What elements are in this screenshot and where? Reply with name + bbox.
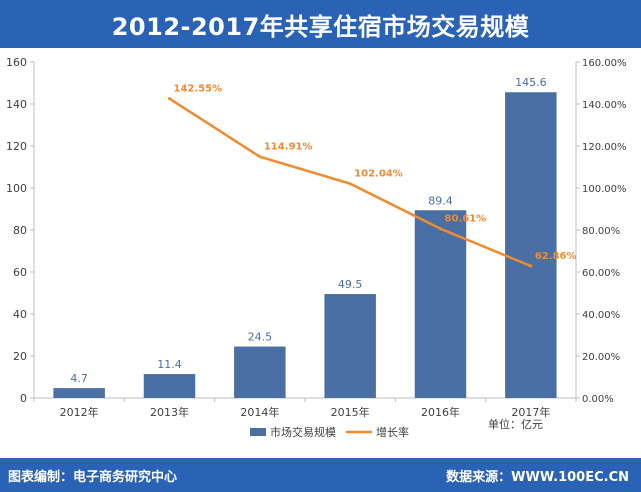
line-value-label: 80.61%	[445, 214, 487, 225]
y-tick-label-right: 100.00%	[582, 184, 627, 195]
x-tick-label: 2017年	[511, 405, 550, 419]
x-tick-label: 2016年	[421, 405, 460, 419]
y-tick-label-right: 160.00%	[582, 58, 627, 69]
y-tick-label-left: 160	[6, 56, 27, 69]
x-tick-label: 2015年	[331, 405, 370, 419]
y-tick-label-left: 120	[6, 140, 27, 153]
line-value-label: 62.86%	[535, 251, 577, 262]
footer-credit: 图表编制：电子商务研究中心	[8, 470, 178, 485]
bar	[234, 346, 286, 398]
unit-label: 单位：亿元	[488, 417, 543, 431]
y-tick-label-left: 0	[20, 392, 27, 405]
y-tick-label-right: 140.00%	[582, 100, 627, 111]
bar	[324, 294, 376, 398]
x-tick-label: 2012年	[60, 405, 99, 419]
line-value-label: 114.91%	[264, 142, 313, 153]
bar-series	[53, 92, 557, 399]
chart-legend: 市场交易规模 增长率 单位：亿元	[250, 417, 543, 439]
legend-swatch-bar	[250, 428, 266, 436]
y-tick-label-left: 20	[13, 350, 27, 363]
line-point	[348, 182, 352, 186]
y-tick-label-right: 120.00%	[582, 142, 627, 153]
y-tick-label-left: 60	[13, 266, 27, 279]
line-point	[258, 155, 262, 159]
y-tick-label-right: 40.00%	[582, 310, 620, 321]
line-point	[168, 97, 171, 101]
bar-value-label: 24.5	[248, 331, 273, 344]
x-tick-label: 2013年	[150, 405, 189, 419]
y-tick-label-right: 60.00%	[582, 268, 620, 279]
footer-bar: 图表编制：电子商务研究中心 数据来源：WWW.100EC.CN	[0, 458, 641, 492]
line-point	[439, 227, 442, 231]
bar-value-label: 4.7	[70, 372, 88, 385]
legend-label-line: 增长率	[376, 425, 409, 439]
y-tick-label-left: 100	[6, 182, 27, 195]
bar-value-label: 145.6	[515, 76, 547, 89]
bar	[505, 92, 557, 399]
bar	[143, 374, 196, 398]
footer-source: 数据来源：WWW.100EC.CN	[446, 470, 629, 485]
bar	[53, 388, 105, 398]
x-tick-label: 2014年	[240, 405, 279, 419]
chart-canvas: 0 20 40 60 80 100 120 140 160 0.00% 20.00% 40.00% 60…	[6, 56, 627, 439]
y-tick-label-right: 20.00%	[582, 352, 620, 363]
legend-label-bar: 市场交易规模	[270, 425, 336, 439]
line-value-label: 142.55%	[174, 84, 223, 95]
y-tick-label-left: 140	[6, 98, 27, 111]
chart-title: 2012-2017年共享住宿市场交易规模	[0, 0, 641, 48]
y-tick-label-right: 0.00%	[582, 394, 614, 405]
y-tick-label-left: 40	[13, 308, 27, 321]
bar	[414, 210, 467, 398]
bar-value-label: 89.4	[428, 194, 453, 207]
bar-value-label: 49.5	[338, 278, 363, 291]
chart-axes: 0 20 40 60 80 100 120 140 160 0.00% 20.00% 40.00% 60…	[6, 56, 627, 419]
data-labels: 4.7 11.4 24.5 49.5 89.4 145.6 142.55% 114.91% 10…	[70, 76, 576, 385]
y-tick-label-right: 80.00%	[582, 226, 620, 237]
line-series	[168, 97, 533, 268]
bar-value-label: 11.4	[157, 358, 182, 371]
line-value-label: 102.04%	[354, 169, 403, 180]
line-point	[529, 264, 533, 268]
y-tick-label-left: 80	[13, 224, 27, 237]
